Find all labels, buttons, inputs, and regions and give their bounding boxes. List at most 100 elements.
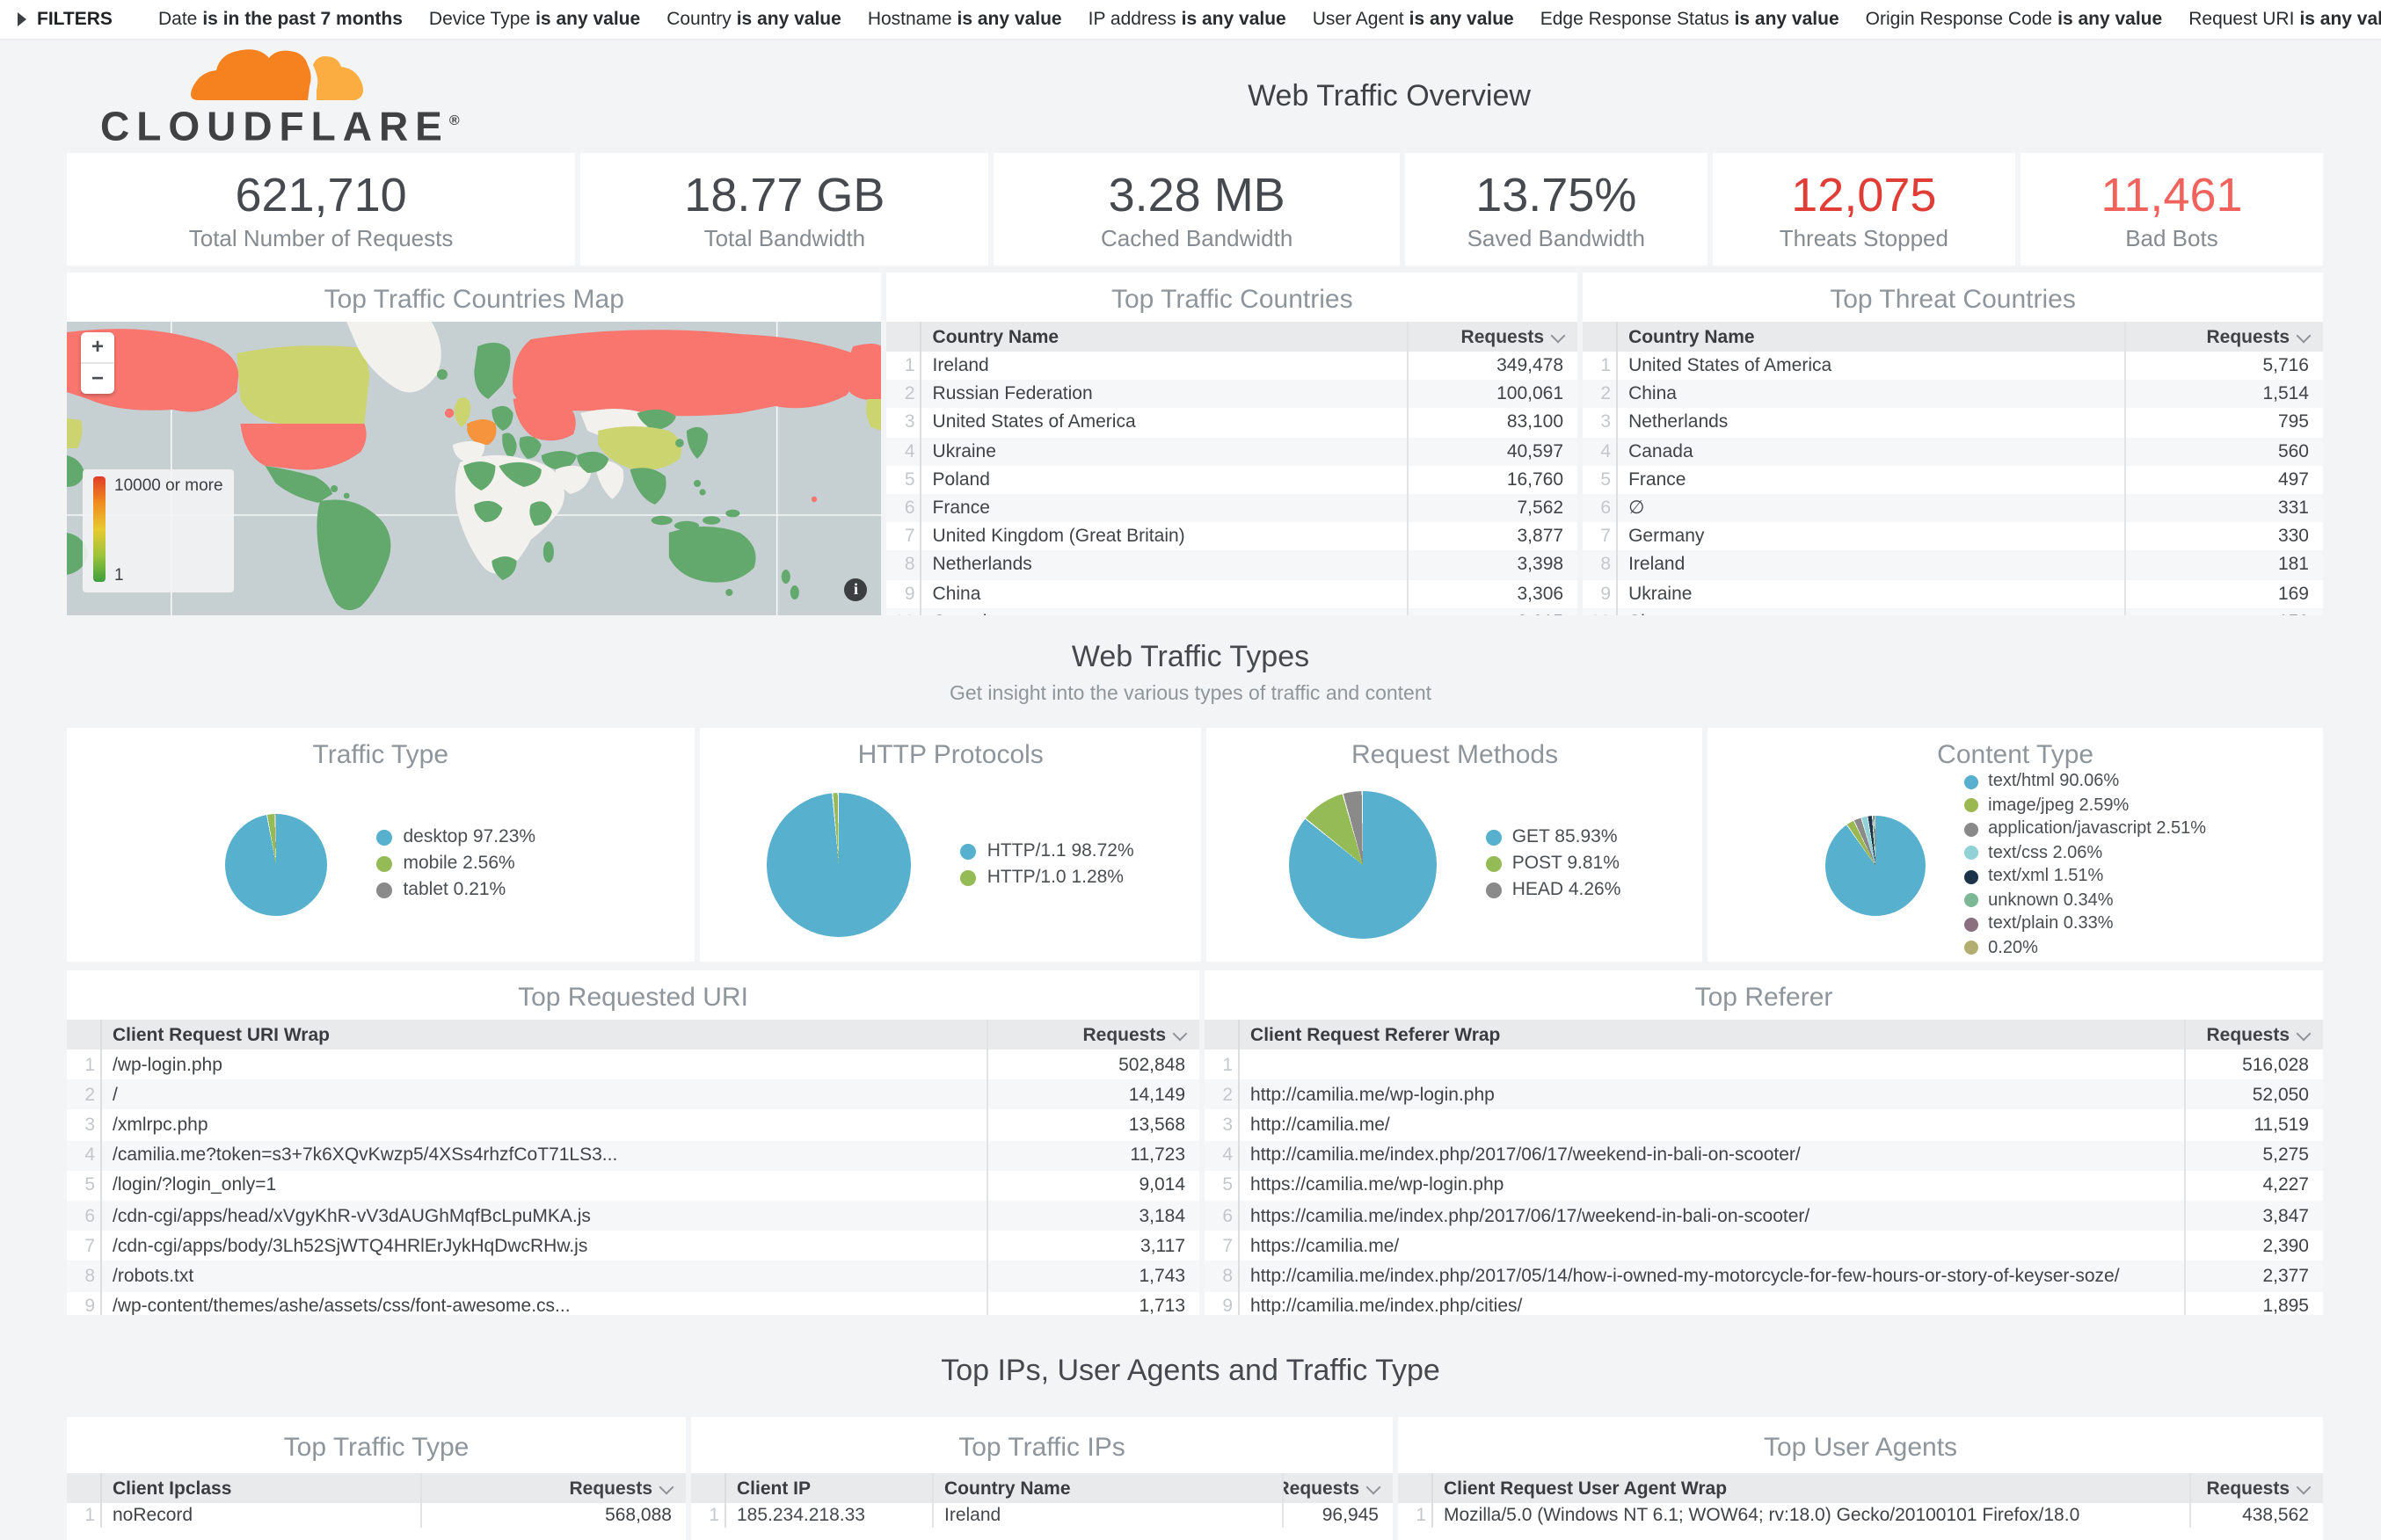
table-row[interactable]: 10 Canada 2,215 xyxy=(886,607,1578,615)
column-header-ipclass[interactable]: Client Ipclass xyxy=(113,1478,232,1499)
column-header-country-name[interactable]: Country Name xyxy=(1628,326,1755,347)
table-row[interactable]: 3 http://camilia.me/ 11,519 xyxy=(1205,1109,2323,1141)
table-row[interactable]: 4 Canada 560 xyxy=(1583,437,2323,466)
column-header-requests[interactable]: Requests xyxy=(1282,1473,1393,1503)
content-type-pie-chart[interactable] xyxy=(1824,815,1926,915)
table-row[interactable]: 2 Russian Federation 100,061 xyxy=(886,380,1578,409)
section-title: Top IPs, User Agents and Traffic Type xyxy=(941,1354,1440,1387)
table-row[interactable]: 1 516,028 xyxy=(1205,1050,2323,1080)
kpi-card[interactable]: 11,461 Bad Bots xyxy=(2020,153,2323,265)
cell-country-name: United States of America xyxy=(932,411,1136,433)
column-header-requests[interactable]: Requests xyxy=(2124,322,2323,352)
panel-title: Top Requested URI xyxy=(518,983,748,1013)
row-index: 1 xyxy=(691,1503,726,1528)
cell-requests: 11,519 xyxy=(2184,1109,2323,1141)
table-row[interactable]: 3 United States of America 83,100 xyxy=(886,408,1578,438)
column-header-client-ip[interactable]: Client IP xyxy=(737,1478,812,1499)
legend-dot xyxy=(1485,830,1502,846)
column-header-country-name[interactable]: Country Name xyxy=(932,326,1059,347)
filters-toggle[interactable]: FILTERS xyxy=(18,9,113,30)
kpi-card[interactable]: 12,075 Threats Stopped xyxy=(1712,153,2015,265)
filter-item[interactable]: Origin Response Code is any value xyxy=(1865,9,2163,30)
table-row[interactable]: 1 185.234.218.33 Ireland 96,945 xyxy=(691,1503,1393,1528)
table-row[interactable]: 9 http://camilia.me/index.php/cities/ 1,… xyxy=(1205,1291,2323,1315)
traffic-type-panel: Traffic Type desktop 97.23% mobile 2.56% t… xyxy=(67,728,695,962)
table-row[interactable]: 9 /wp-content/themes/ashe/assets/css/fon… xyxy=(67,1291,1200,1315)
cell-country-name: Ireland xyxy=(932,1503,1282,1528)
table-row[interactable]: 7 United Kingdom (Great Britain) 3,877 xyxy=(886,522,1578,551)
map-zoom-out-button[interactable]: − xyxy=(91,366,104,390)
table-row[interactable]: 4 Ukraine 40,597 xyxy=(886,437,1578,466)
table-row[interactable]: 6 France 7,562 xyxy=(886,493,1578,523)
filter-item[interactable]: Device Type is any value xyxy=(428,9,641,30)
filter-item[interactable]: Country is any value xyxy=(666,9,841,30)
filter-item[interactable]: User Agent is any value xyxy=(1312,9,1514,30)
table-row[interactable]: 7 /cdn-cgi/apps/body/3Lh52SjWTQ4HRlErJyk… xyxy=(67,1231,1200,1261)
map-zoom-in-button[interactable]: + xyxy=(81,332,114,364)
legend-dot xyxy=(960,869,977,885)
traffic-type-pie-chart[interactable] xyxy=(225,813,328,915)
table-row[interactable]: 4 /camilia.me?token=s3+7k6XQvKwzp5/4XSs4… xyxy=(67,1140,1200,1171)
table-row[interactable]: 1 Ireland 349,478 xyxy=(886,352,1578,381)
table-row[interactable]: 8 Ireland 181 xyxy=(1583,550,2323,579)
map-info-button[interactable]: i xyxy=(844,578,868,601)
table-row[interactable]: 3 /xmlrpc.php 13,568 xyxy=(67,1109,1200,1141)
column-header-requests[interactable]: Requests xyxy=(2184,1020,2323,1050)
row-index: 3 xyxy=(1205,1109,1241,1141)
table-row[interactable]: 9 Ukraine 169 xyxy=(1583,579,2323,608)
filter-item[interactable]: IP address is any value xyxy=(1088,9,1286,30)
table-row[interactable]: 6 ∅ 331 xyxy=(1583,493,2323,523)
column-header-requests[interactable]: Requests xyxy=(420,1473,686,1503)
table-row[interactable]: 6 /cdn-cgi/apps/head/xVgyKhR-vV3dAUGhMqf… xyxy=(67,1200,1200,1231)
table-row[interactable]: 3 Netherlands 795 xyxy=(1583,408,2323,438)
table-row[interactable]: 2 http://camilia.me/wp-login.php 52,050 xyxy=(1205,1079,2323,1110)
request-methods-pie-chart[interactable] xyxy=(1288,790,1437,938)
column-header-user-agent[interactable]: Client Request User Agent Wrap xyxy=(1444,1478,1728,1499)
cell-country-name: Ukraine xyxy=(1628,583,1693,605)
table-row[interactable]: 2 / 14,149 xyxy=(67,1079,1200,1110)
cell-requests: 438,562 xyxy=(2189,1503,2323,1528)
table-row[interactable]: 7 https://camilia.me/ 2,390 xyxy=(1205,1231,2323,1261)
table-row[interactable]: 7 Germany 330 xyxy=(1583,522,2323,551)
table-header: Client Request Referer Wrap Requests xyxy=(1205,1020,2323,1050)
panel-title: Traffic Type xyxy=(312,740,449,770)
table-row[interactable]: 1 /wp-login.php 502,848 xyxy=(67,1050,1200,1080)
kpi-card[interactable]: 621,710 Total Number of Requests xyxy=(67,153,576,265)
kpi-card[interactable]: 3.28 MB Cached Bandwidth xyxy=(994,153,1400,265)
column-header-requests[interactable]: Requests xyxy=(2189,1473,2323,1503)
table-row[interactable]: 8 Netherlands 3,398 xyxy=(886,550,1578,579)
table-row[interactable]: 5 /login/?login_only=1 9,014 xyxy=(67,1170,1200,1201)
kpi-card[interactable]: 18.77 GB Total Bandwidth xyxy=(580,153,989,265)
table-row[interactable]: 1 Mozilla/5.0 (Windows NT 6.1; WOW64; rv… xyxy=(1398,1503,2323,1528)
column-header-requests[interactable]: Requests xyxy=(987,1020,1199,1050)
table-row[interactable]: 8 http://camilia.me/index.php/2017/05/14… xyxy=(1205,1260,2323,1291)
filter-item[interactable]: Date is in the past 7 months xyxy=(157,9,403,30)
table-row[interactable]: 4 http://camilia.me/index.php/2017/06/17… xyxy=(1205,1140,2323,1171)
table-row[interactable]: 1 United States of America 5,716 xyxy=(1583,352,2323,381)
table-row[interactable]: 10 Singapore 159 xyxy=(1583,607,2323,615)
table-row[interactable]: 2 China 1,514 xyxy=(1583,380,2323,409)
cell-uri: /login/?login_only=1 xyxy=(113,1174,277,1196)
column-header-uri[interactable]: Client Request URI Wrap xyxy=(113,1024,330,1045)
filter-item[interactable]: Edge Response Status is any value xyxy=(1540,9,1839,30)
table-row[interactable]: 5 France 497 xyxy=(1583,465,2323,494)
filter-bar: FILTERS Date is in the past 7 months Devi… xyxy=(0,0,2381,40)
table-row[interactable]: 9 China 3,306 xyxy=(886,579,1578,608)
table-row[interactable]: 8 /robots.txt 1,743 xyxy=(67,1260,1200,1291)
cell-requests: 3,847 xyxy=(2184,1200,2323,1231)
cell-country-name: United States of America xyxy=(1628,355,1832,377)
column-header-referer[interactable]: Client Request Referer Wrap xyxy=(1250,1024,1501,1045)
row-index: 10 xyxy=(1583,607,1619,615)
table-row[interactable]: 1 noRecord 568,088 xyxy=(67,1503,686,1528)
table-row[interactable]: 5 https://camilia.me/wp-login.php 4,227 xyxy=(1205,1170,2323,1201)
table-row[interactable]: 6 https://camilia.me/index.php/2017/06/1… xyxy=(1205,1200,2323,1231)
kpi-card[interactable]: 13.75% Saved Bandwidth xyxy=(1404,153,1707,265)
table-row[interactable]: 5 Poland 16,760 xyxy=(886,465,1578,494)
column-header-requests[interactable]: Requests xyxy=(1407,322,1577,352)
cell-requests: 9,014 xyxy=(987,1170,1199,1201)
http-protocols-pie-chart[interactable] xyxy=(767,792,912,936)
column-header-country-name[interactable]: Country Name xyxy=(932,1473,1282,1503)
filter-item[interactable]: Hostname is any value xyxy=(867,9,1062,30)
world-map[interactable]: + − 10000 or more 1 i xyxy=(67,322,882,615)
